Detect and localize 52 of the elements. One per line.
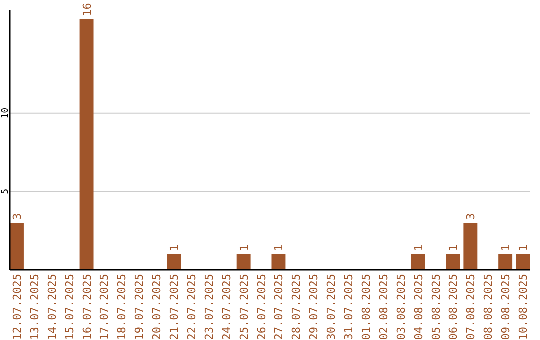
- x-tick-label: 08.08.2025: [482, 274, 496, 340]
- data-label: 1: [412, 244, 426, 252]
- data-label: 1: [447, 244, 460, 252]
- x-tick-label: 23.07.2025: [202, 274, 216, 340]
- x-tick-label: 01.08.2025: [360, 274, 373, 340]
- data-label: 3: [10, 213, 24, 220]
- x-tick-label: 15.07.2025: [63, 274, 76, 340]
- bar: [516, 254, 530, 270]
- x-tick-label: 18.07.2025: [116, 274, 129, 340]
- x-tick-label: 31.07.2025: [342, 274, 356, 340]
- bar: [236, 254, 251, 270]
- x-tick-label: 21.07.2025: [168, 274, 182, 340]
- x-tick-label: 30.07.2025: [325, 274, 338, 340]
- data-label: 16: [80, 3, 94, 16]
- bar: [464, 223, 478, 270]
- x-tick-label: 04.08.2025: [412, 274, 426, 340]
- data-label: 1: [238, 244, 251, 252]
- x-tick-label: 29.07.2025: [308, 274, 321, 340]
- bar: [446, 254, 460, 270]
- x-tick-label: 09.08.2025: [500, 274, 513, 340]
- x-tick-label: 02.08.2025: [377, 274, 390, 340]
- bar: [80, 19, 94, 270]
- x-tick-label: 16.07.2025: [80, 274, 94, 340]
- x-tick-label: 22.07.2025: [185, 274, 198, 340]
- x-tick-label: 28.07.2025: [290, 274, 304, 340]
- bar: [10, 223, 24, 270]
- x-tick-label: 27.07.2025: [272, 274, 286, 340]
- x-tick-label: 05.08.2025: [430, 274, 443, 340]
- x-tick-label: 26.07.2025: [255, 274, 268, 340]
- x-tick-label: 10.08.2025: [517, 274, 530, 340]
- bar: [272, 254, 286, 270]
- y-tick-label: 5: [1, 188, 11, 194]
- bar: [411, 254, 426, 270]
- x-tick-label: 25.07.2025: [238, 274, 251, 340]
- y-tick-label: 10: [1, 108, 11, 119]
- bar: [498, 254, 513, 270]
- data-label: 3: [464, 213, 478, 220]
- data-label: 1: [272, 244, 286, 252]
- x-tick-label: 14.07.2025: [46, 274, 59, 340]
- x-tick-label: 03.08.2025: [394, 274, 408, 340]
- x-tick-label: 06.08.2025: [447, 274, 460, 340]
- data-label: 1: [168, 244, 182, 252]
- x-tick-label: 07.08.2025: [464, 274, 478, 340]
- x-tick-label: 13.07.2025: [28, 274, 42, 340]
- x-tick-label: 12.07.2025: [10, 274, 24, 340]
- data-label: 1: [517, 244, 530, 252]
- bar: [167, 254, 182, 270]
- x-tick-label: 17.07.2025: [98, 274, 112, 340]
- x-tick-label: 20.07.2025: [150, 274, 164, 340]
- x-tick-label: 19.07.2025: [133, 274, 146, 340]
- x-tick-label: 24.07.2025: [220, 274, 234, 340]
- data-label: 1: [500, 244, 513, 252]
